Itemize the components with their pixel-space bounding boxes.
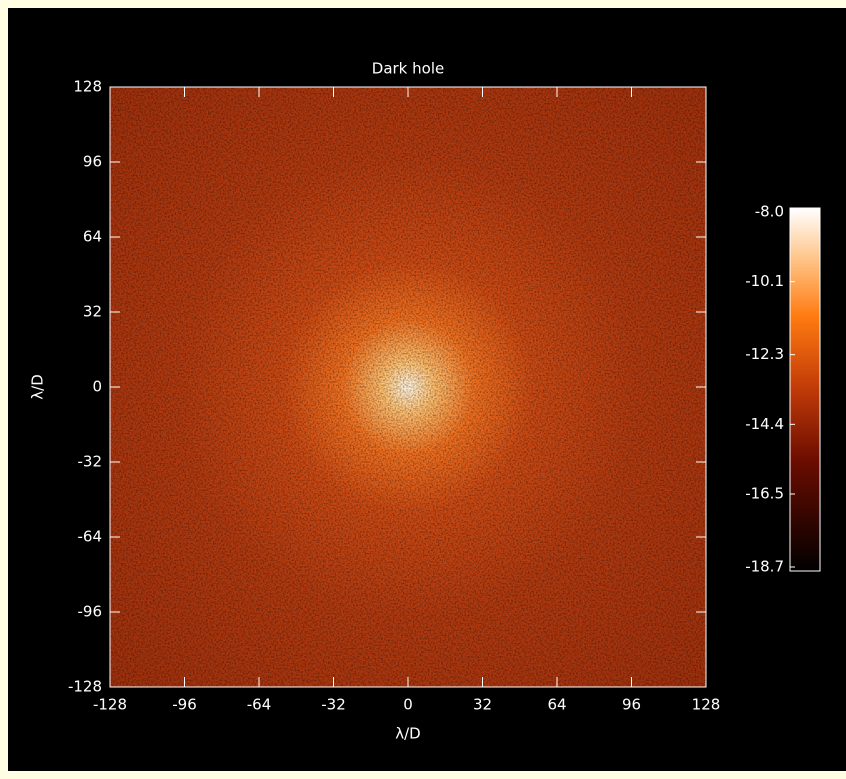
y-tick-label: 96 <box>83 153 102 171</box>
colorbar <box>789 207 821 572</box>
x-tick-label: 64 <box>547 696 566 714</box>
colorbar-tick-label: -14.4 <box>745 415 784 433</box>
colorbar-tick-label: -16.5 <box>745 485 784 503</box>
colorbar-tick-label: -10.1 <box>745 272 784 290</box>
chart-title: Dark hole <box>372 60 444 78</box>
x-tick-label: -64 <box>247 696 272 714</box>
heatmap-texture <box>110 87 706 687</box>
colorbar-tick-label: -18.7 <box>745 558 784 576</box>
x-axis-label: λ/D <box>395 725 420 743</box>
y-tick-label: -96 <box>78 603 103 621</box>
y-tick-label: -128 <box>68 678 102 696</box>
x-tick-label: -96 <box>172 696 197 714</box>
y-tick-label: -32 <box>78 453 103 471</box>
x-tick-label: 96 <box>622 696 641 714</box>
colorbar-tick-label: -12.3 <box>745 345 784 363</box>
y-tick-label: 32 <box>83 303 102 321</box>
y-tick-label: -64 <box>78 528 103 546</box>
y-tick-label: 128 <box>73 78 102 96</box>
colorbar-tick-label: -8.0 <box>755 203 784 221</box>
y-axis-label: λ/D <box>29 374 47 399</box>
x-tick-label: -32 <box>321 696 346 714</box>
x-tick-label: 0 <box>403 696 413 714</box>
y-tick-label: 0 <box>92 378 102 396</box>
x-tick-label: 32 <box>473 696 492 714</box>
y-tick-label: 64 <box>83 228 102 246</box>
x-tick-label: 128 <box>692 696 721 714</box>
x-tick-label: -128 <box>93 696 127 714</box>
